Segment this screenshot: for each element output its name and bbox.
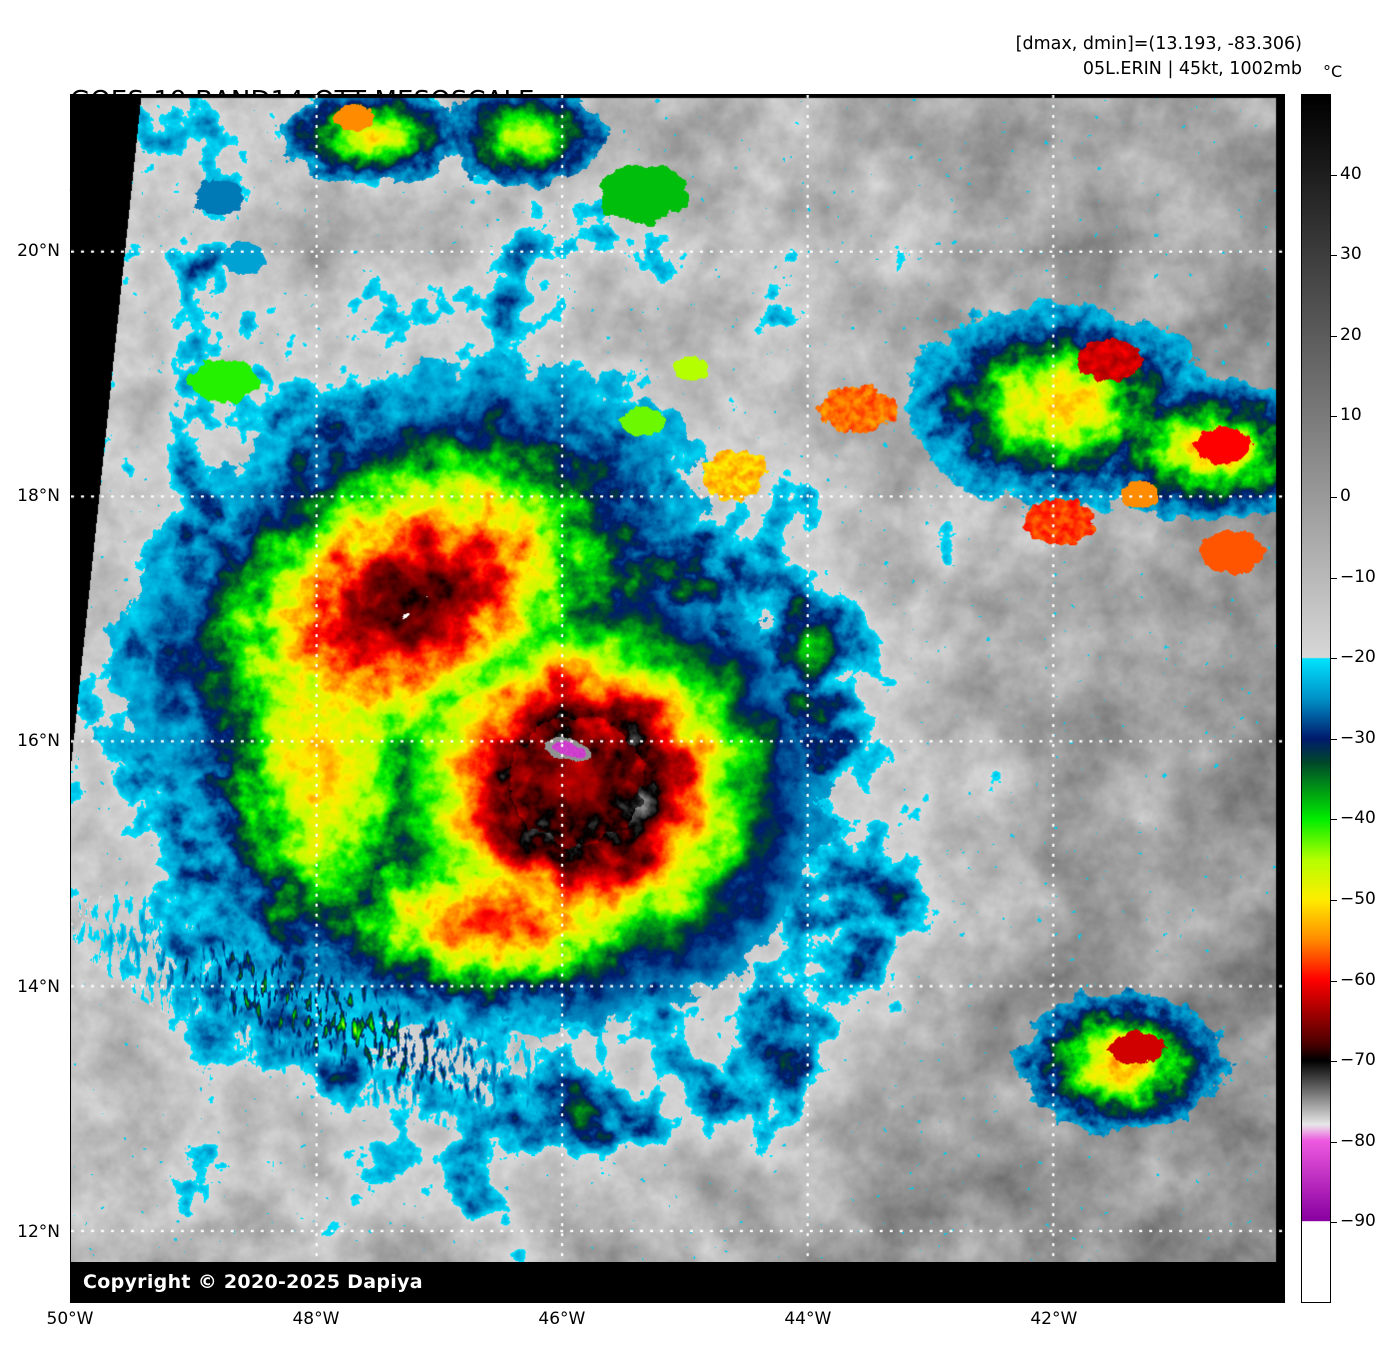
- colorbar-tick-label: −70: [1340, 1050, 1376, 1071]
- y-axis-tick-label: 16°N: [17, 731, 60, 752]
- colorbar-tick-label: −40: [1340, 808, 1376, 829]
- colorbar-tick-label: 0: [1340, 486, 1351, 506]
- x-axis-tick-label: 44°W: [784, 1309, 832, 1329]
- colorbar-tick-label: −60: [1340, 969, 1376, 990]
- colorbar-tick-label: −50: [1340, 889, 1376, 909]
- tick-mark: [1331, 174, 1337, 176]
- colorbar-tick-label: −20: [1340, 647, 1376, 668]
- storm-info-label: 05L.ERIN | 45kt, 1002mb: [1082, 58, 1302, 79]
- satellite-imagery: [71, 95, 1284, 1302]
- colorbar-tick-label: −30: [1340, 727, 1376, 748]
- y-axis-tick-label: 14°N: [17, 976, 60, 997]
- tick-mark: [1331, 577, 1337, 579]
- colorbar-tick-label: 20: [1340, 324, 1362, 345]
- tick-mark: [1331, 1141, 1337, 1143]
- x-axis-tick-label: 42°W: [1030, 1309, 1078, 1329]
- satellite-map[interactable]: Copyright © 2020-2025 Dapiya: [70, 94, 1285, 1303]
- data-minmax-label: [dmax, dmin]=(13.193, -83.306): [1015, 34, 1302, 54]
- tick-mark: [1331, 658, 1337, 660]
- tick-mark: [1331, 900, 1337, 901]
- tick-mark: [1331, 416, 1337, 418]
- colorbar-tick-label: −80: [1340, 1130, 1376, 1151]
- copyright-band: Copyright © 2020-2025 Dapiya: [71, 1262, 1284, 1302]
- colorbar-ticks: 40 30 20 10 0 −10 −20 −30 −40 −50 −60 −70 −80 −90: [1331, 94, 1389, 1303]
- y-axis: 20°N 18°N 16°N 14°N 12°N: [0, 0, 70, 1359]
- colorbar-unit-label: °C: [1323, 62, 1343, 81]
- x-axis-tick-label: 50°W: [46, 1309, 94, 1329]
- tick-mark: [1331, 335, 1337, 337]
- colorbar-tick-label: −10: [1340, 566, 1376, 587]
- tick-mark: [1331, 497, 1337, 498]
- y-axis-tick-label: 12°N: [17, 1221, 60, 1242]
- colorbar-tick-label: 30: [1340, 244, 1362, 265]
- tick-mark: [1331, 980, 1337, 982]
- colorbar-tick-label: −90: [1340, 1211, 1376, 1232]
- y-axis-tick-label: 18°N: [17, 486, 60, 507]
- colorbar-tick-label: 10: [1340, 405, 1362, 426]
- colorbar[interactable]: 40 30 20 10 0 −10 −20 −30 −40 −50 −60 −70 −80 −90: [1301, 94, 1376, 1303]
- tick-mark: [1331, 1061, 1337, 1063]
- y-axis-tick-label: 20°N: [17, 240, 60, 261]
- colorbar-tick-label: 40: [1340, 163, 1362, 184]
- x-axis-tick-label: 48°W: [292, 1309, 340, 1329]
- x-axis-tick-label: 46°W: [538, 1309, 586, 1329]
- x-axis: 50°W 48°W 46°W 44°W 42°W: [0, 1309, 1390, 1343]
- tick-mark: [1331, 255, 1337, 257]
- tick-mark: [1331, 738, 1337, 740]
- copyright-label: Copyright © 2020-2025 Dapiya: [83, 1271, 423, 1293]
- colorbar-gradient: [1301, 94, 1331, 1303]
- metadata-block: [dmax, dmin]=(13.193, -83.306) 05L.ERIN …: [1016, 32, 1302, 82]
- tick-mark: [1331, 1222, 1337, 1224]
- tick-mark: [1331, 819, 1337, 821]
